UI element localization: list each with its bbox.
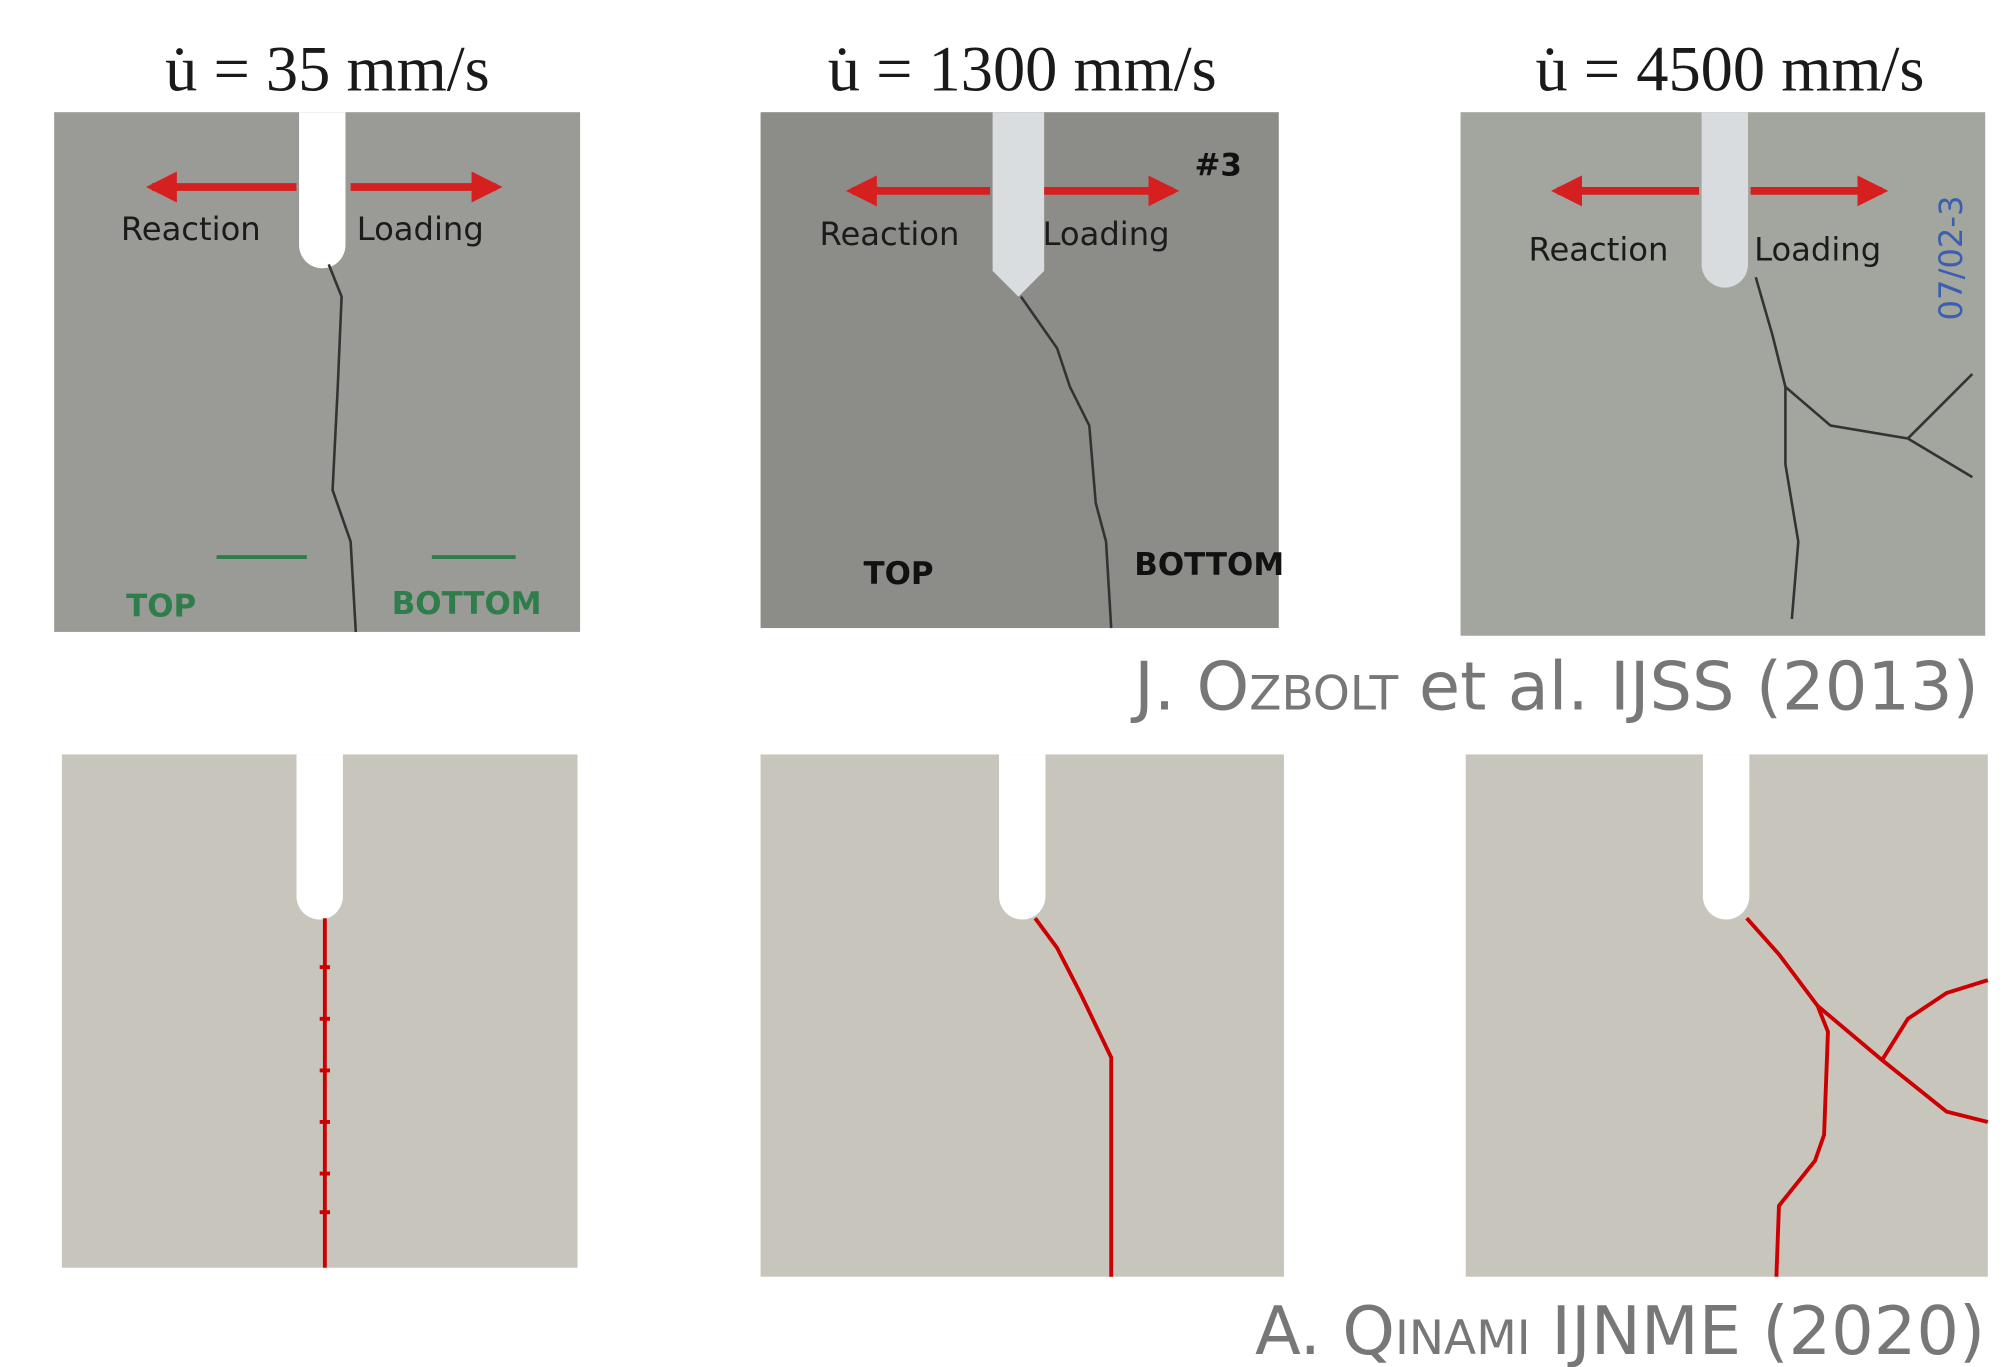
citation-source: et al. IJSS (2013): [1419, 647, 1979, 725]
loading-label: Loading: [1754, 230, 1881, 268]
simulation-panel: [1466, 754, 1988, 1276]
bottom-label: BOTTOM: [392, 586, 542, 622]
rate-label: u̇ = 4500 mm/s: [1535, 33, 1924, 104]
bottom-label: BOTTOM: [1134, 547, 1284, 583]
loading-label: Loading: [1043, 215, 1170, 253]
top-label: TOP: [126, 588, 196, 624]
rate-label: u̇ = 1300 mm/s: [828, 33, 1217, 104]
simulation-panel: [62, 754, 578, 1267]
reaction-label: Reaction: [121, 210, 261, 248]
simulation-citation: A. Qinami IJNME (2020): [1255, 1292, 1985, 1367]
experiment-photo: Reaction Loading 07/02-3: [1461, 112, 1986, 636]
reaction-label: Reaction: [820, 215, 960, 253]
experiment-photo: Reaction Loading TOP BOTTOM: [54, 112, 580, 632]
citation-source: IJNME (2020): [1551, 1292, 1985, 1367]
specimen-mark: 07/02-3: [1932, 195, 1970, 320]
citation-author: A. Qinami: [1255, 1292, 1531, 1367]
top-label: TOP: [863, 556, 933, 592]
figure: u̇ = 35 mm/s u̇ = 1300 mm/s u̇ = 4500 mm…: [0, 0, 2011, 1367]
reaction-label: Reaction: [1529, 230, 1669, 268]
rate-label: u̇ = 35 mm/s: [165, 33, 490, 104]
experiment-citation: J. Ozbolt et al. IJSS (2013): [1130, 647, 1979, 725]
simulation-panel: [761, 754, 1284, 1276]
experiment-photo: Reaction Loading #3 TOP BOTTOM: [761, 112, 1285, 628]
citation-author: J. Ozbolt: [1130, 647, 1398, 725]
loading-label: Loading: [357, 210, 484, 248]
specimen-mark: #3: [1194, 147, 1241, 183]
